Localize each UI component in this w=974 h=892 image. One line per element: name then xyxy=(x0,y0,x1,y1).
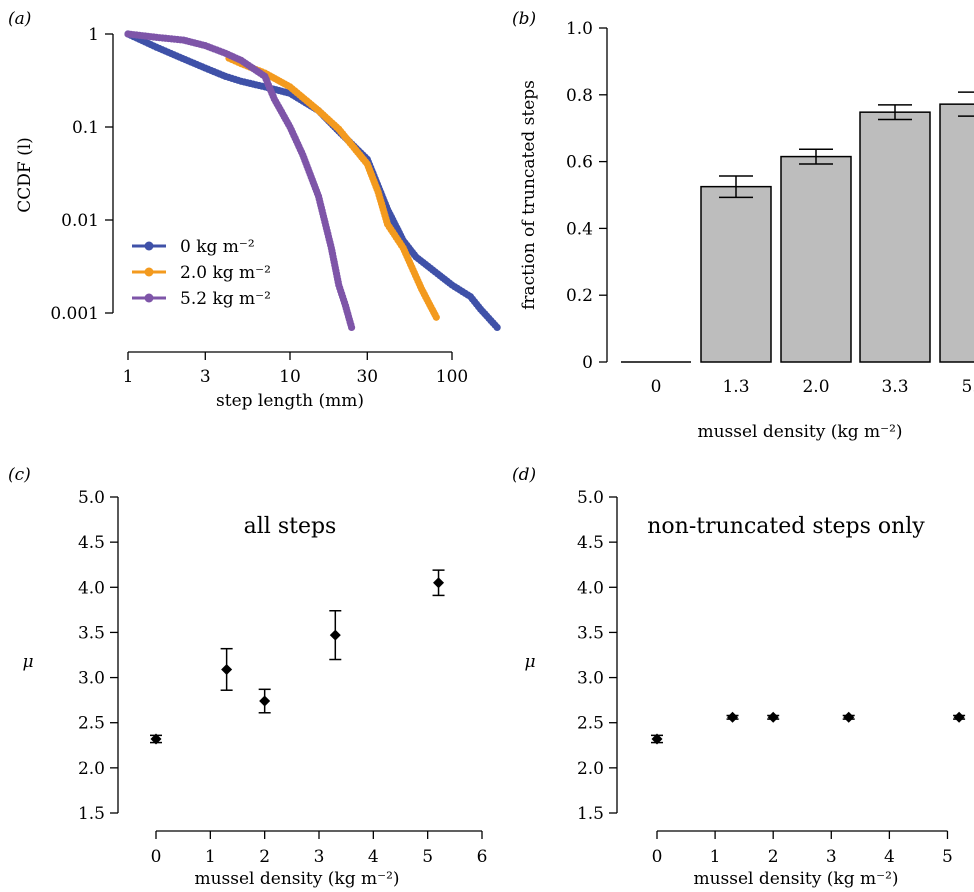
x-tick-label: 6 xyxy=(477,847,488,867)
x-axis-label: mussel density (kg m⁻²) xyxy=(697,422,902,442)
x-tick-label: 5.2 xyxy=(961,377,974,397)
series-1 xyxy=(225,54,440,321)
x-tick-label: 4 xyxy=(368,847,379,867)
y-tick-label: 2.0 xyxy=(78,759,105,779)
bar xyxy=(700,185,772,363)
x-axis-label: step length (mm) xyxy=(216,391,364,411)
x-tick-label: 4 xyxy=(884,847,895,867)
y-tick-label: 5.0 xyxy=(78,488,105,508)
x-tick-label: 100 xyxy=(436,367,468,387)
data-point xyxy=(347,323,356,332)
data-point xyxy=(651,733,663,745)
panel-b: (b) 0 0.2 0.4 0.6 0.8 1.0 fraction of truncated… xyxy=(512,9,974,442)
x-tick-label: 5 xyxy=(422,847,433,867)
y-axis-label: fraction of truncated steps xyxy=(519,80,539,310)
data-point xyxy=(953,711,965,723)
panel-title: non-truncated steps only xyxy=(647,514,925,539)
x-tick-label: 1 xyxy=(205,847,216,867)
data-point xyxy=(221,663,233,675)
legend-marker xyxy=(144,267,154,277)
x-tick-label: 2 xyxy=(259,847,270,867)
y-axis-label: μ xyxy=(22,652,33,672)
data-point xyxy=(843,711,855,723)
x-tick-label: 3.3 xyxy=(881,377,908,397)
x-tick-label: 0 xyxy=(151,847,162,867)
y-tick-label: 1.5 xyxy=(78,804,105,824)
x-tick-label: 3 xyxy=(200,367,211,387)
x-axis-label: mussel density (kg m⁻²) xyxy=(693,869,898,889)
x-tick-label: 1 xyxy=(710,847,721,867)
panel-label: (d) xyxy=(512,465,536,485)
legend: 0 kg m⁻² 2.0 kg m⁻² 5.2 kg m⁻² xyxy=(132,237,271,309)
x-tick-label: 30 xyxy=(356,367,378,387)
panel-a: (a) 1 0.1 0.01 0.001 1 3 10 30 100 step length (mm… xyxy=(8,9,501,411)
y-tick-label: 3.0 xyxy=(78,669,105,689)
legend-entry: 2.0 kg m⁻² xyxy=(180,263,271,283)
y-tick-label: 0.8 xyxy=(566,86,593,106)
data-point xyxy=(767,711,779,723)
series-2 xyxy=(124,30,356,332)
x-tick-label: 2.0 xyxy=(802,377,829,397)
data-point xyxy=(150,733,162,745)
y-tick-label: 2.5 xyxy=(78,714,105,734)
bar xyxy=(859,111,931,363)
y-tick-label: 1.0 xyxy=(566,19,593,39)
x-tick-label: 3 xyxy=(826,847,837,867)
y-tick-label: 1 xyxy=(88,25,99,45)
y-tick-label: 0.6 xyxy=(566,153,593,173)
panel-d: (d) non-truncated steps only 1.5 2.0 2.5 3.0 3… xyxy=(512,465,966,889)
panel-label: (a) xyxy=(8,9,31,29)
bar xyxy=(939,103,974,363)
data-point xyxy=(259,695,271,707)
x-tick-label: 5 xyxy=(942,847,953,867)
y-axis-label: μ xyxy=(524,652,535,672)
data-point xyxy=(433,577,445,589)
x-tick-label: 0 xyxy=(651,377,662,397)
x-tick-label: 2 xyxy=(768,847,779,867)
y-tick-label: 0.2 xyxy=(566,286,593,306)
x-tick-label: 0 xyxy=(652,847,663,867)
legend-entry: 5.2 kg m⁻² xyxy=(180,289,271,309)
panel-label: (b) xyxy=(512,9,536,29)
legend-entry: 0 kg m⁻² xyxy=(180,237,255,257)
y-tick-label: 4.5 xyxy=(78,533,105,553)
y-tick-label: 0.4 xyxy=(566,219,593,239)
bar xyxy=(780,155,852,363)
panel-title: all steps xyxy=(244,514,337,539)
y-tick-label: 4.0 xyxy=(78,578,105,598)
panel-label: (c) xyxy=(8,465,31,485)
legend-marker xyxy=(144,241,154,251)
data-point xyxy=(329,629,341,641)
y-tick-label: 3.5 xyxy=(78,623,105,643)
y-tick-label: 1.5 xyxy=(577,804,604,824)
data-point xyxy=(493,323,501,332)
x-tick-label: 1.3 xyxy=(722,377,749,397)
x-tick-label: 10 xyxy=(279,367,301,387)
x-tick-label: 1 xyxy=(123,367,134,387)
y-tick-label: 4.5 xyxy=(577,533,604,553)
y-tick-label: 0.1 xyxy=(72,118,99,138)
panel-c: (c) all steps 1.5 2.0 2.5 3.0 3.5 4.0 4.5 5.0 μ 0 1 2… xyxy=(8,465,487,889)
y-axis-label: CCDF (l) xyxy=(15,137,35,213)
legend-marker xyxy=(144,293,154,303)
x-axis-label: mussel density (kg m⁻²) xyxy=(194,869,399,889)
y-tick-label: 0.001 xyxy=(50,304,99,324)
y-tick-label: 0.01 xyxy=(61,211,99,231)
data-point xyxy=(727,711,739,723)
data-point xyxy=(432,313,440,321)
y-tick-label: 3.0 xyxy=(577,669,604,689)
y-tick-label: 3.5 xyxy=(577,623,604,643)
y-tick-label: 4.0 xyxy=(577,578,604,598)
y-tick-label: 2.5 xyxy=(577,714,604,734)
y-tick-label: 5.0 xyxy=(577,488,604,508)
y-tick-label: 2.0 xyxy=(577,759,604,779)
y-tick-label: 0 xyxy=(582,353,593,373)
x-tick-label: 3 xyxy=(314,847,325,867)
